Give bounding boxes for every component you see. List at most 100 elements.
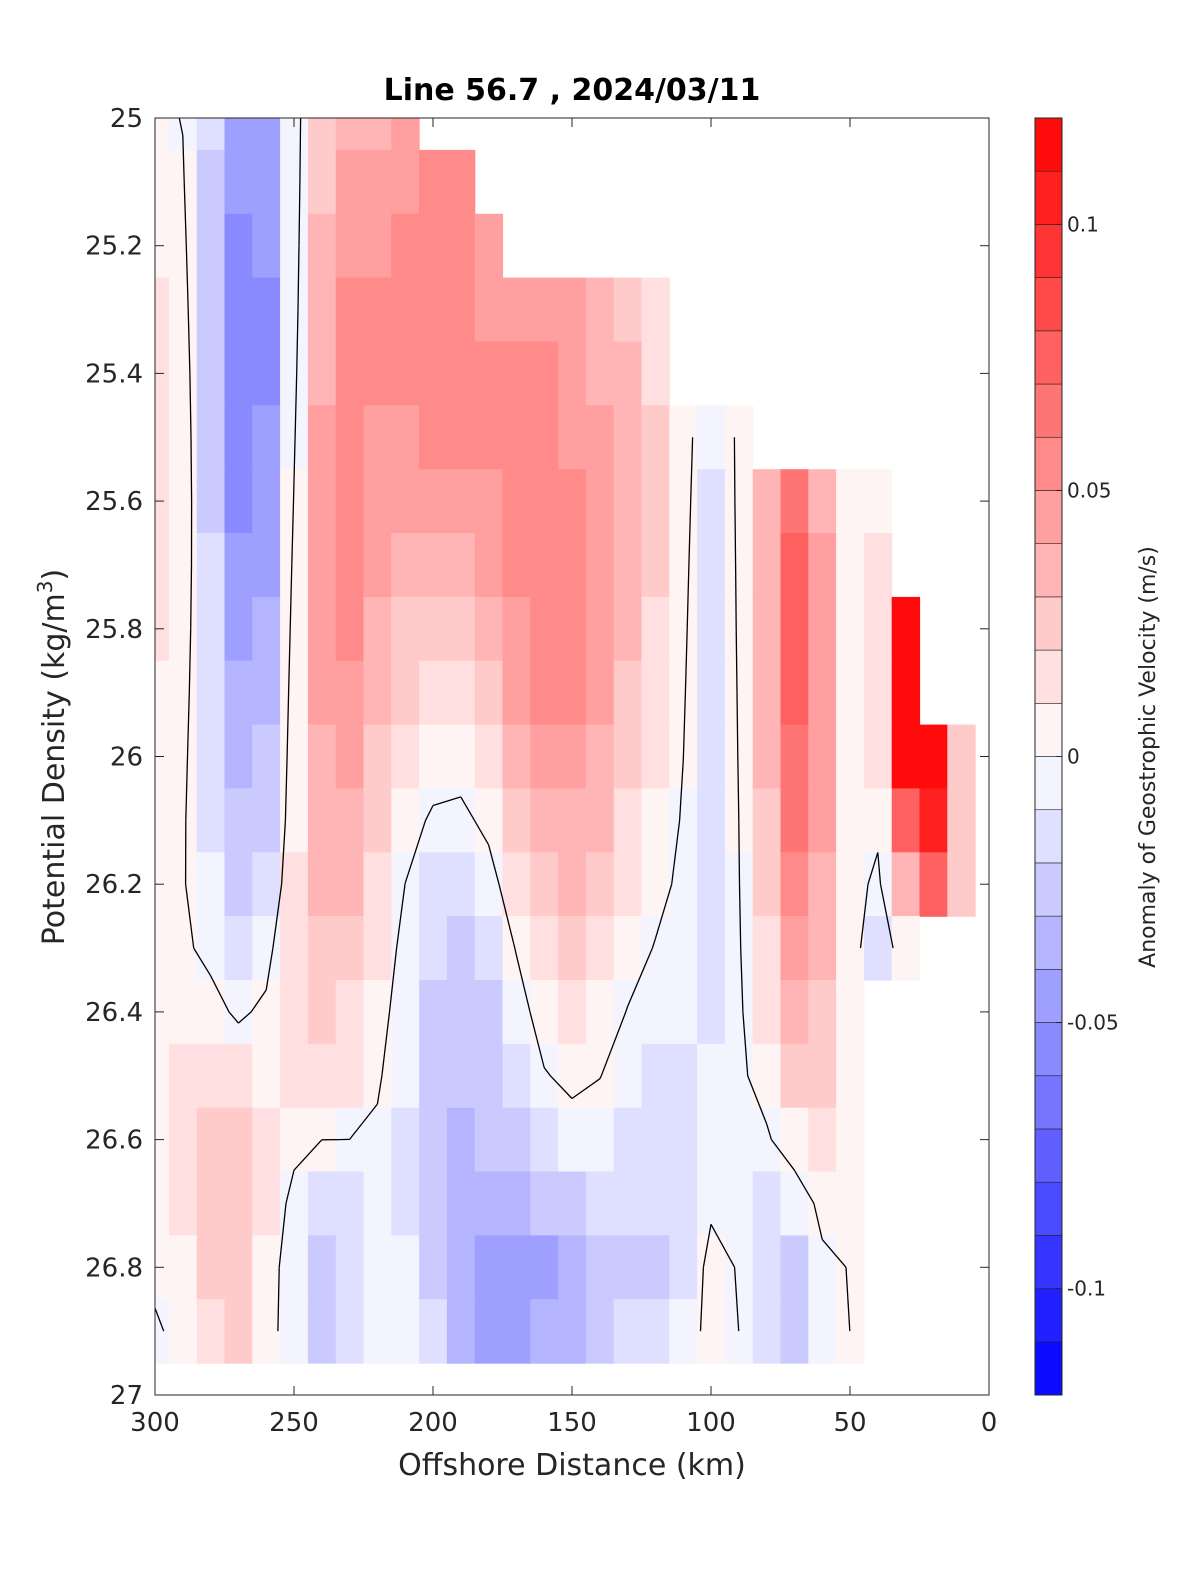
- zero-contour-segment: [740, 948, 744, 1012]
- heatmap-cell: [808, 533, 837, 598]
- heatmap-cell: [474, 341, 504, 406]
- heatmap-cell: [419, 724, 448, 790]
- heatmap-cell: [697, 469, 726, 534]
- heatmap-cell: [155, 660, 170, 726]
- heatmap-cell: [363, 1043, 392, 1109]
- heatmap-cell: [752, 788, 782, 853]
- heatmap-cell: [752, 1171, 782, 1236]
- heatmap-cell: [891, 724, 921, 790]
- heatmap-cell: [155, 533, 170, 598]
- heatmap-cell: [155, 1299, 170, 1364]
- heatmap-cell: [419, 277, 448, 343]
- heatmap-cell: [530, 852, 559, 917]
- heatmap-cell: [363, 1171, 392, 1236]
- heatmap-cell: [446, 1171, 476, 1236]
- heatmap-cell: [307, 852, 337, 917]
- heatmap-cell: [752, 660, 782, 726]
- heatmap-cell: [307, 1043, 337, 1109]
- zero-contour-segment: [388, 948, 398, 1012]
- heatmap-cell: [196, 852, 226, 917]
- zero-contour-segment: [738, 884, 742, 949]
- heatmap-cell: [808, 660, 837, 726]
- heatmap-cell: [641, 980, 670, 1045]
- heatmap-cell: [224, 469, 253, 534]
- heatmap-cell: [641, 852, 670, 917]
- colorbar-tick-label: -0.1: [1067, 1277, 1106, 1301]
- heatmap-cell: [391, 405, 420, 470]
- y-axis: 25 25.2 25.4 25.6 25.8 26 26.2 26.4 26.6 26.8 27: [85, 104, 989, 1411]
- heatmap-cell: [641, 1043, 670, 1109]
- x-tick-label: 150: [547, 1408, 597, 1438]
- heatmap-cell: [252, 980, 281, 1045]
- heatmap-cell: [752, 469, 782, 534]
- heatmap-cell: [585, 1171, 615, 1236]
- heatmap-cell: [863, 533, 893, 598]
- heatmap-cell: [613, 1299, 643, 1364]
- zero-contour-segment: [349, 1103, 378, 1140]
- zero-contour-segment: [737, 756, 740, 821]
- zero-contour-segment: [296, 309, 299, 374]
- heatmap-cell: [196, 1299, 226, 1364]
- colorbar-band: [1034, 224, 1063, 278]
- zero-contour-segment: [813, 1203, 823, 1240]
- heatmap-cell: [669, 405, 698, 470]
- colorbar-band: [1034, 490, 1063, 544]
- heatmap-cell: [168, 277, 198, 343]
- y-tick-label: 26: [110, 743, 143, 773]
- heatmap-cell: [808, 1235, 837, 1300]
- heatmap-cell: [363, 213, 392, 279]
- heatmap-cell: [863, 788, 893, 853]
- heatmap-cell: [446, 533, 476, 598]
- x-axis: 300 250 200 150 100 50 0: [130, 118, 997, 1438]
- heatmap-cell: [363, 1107, 392, 1173]
- heatmap-cell: [613, 405, 643, 470]
- heatmap-cell: [558, 852, 587, 917]
- heatmap-cell: [335, 533, 365, 598]
- heatmap-cell: [613, 596, 643, 662]
- heatmap-cell: [363, 277, 392, 343]
- heatmap-cell: [224, 916, 253, 981]
- heatmap-cell: [224, 405, 253, 470]
- heatmap-cell: [530, 469, 559, 534]
- heatmap-cell: [697, 1043, 726, 1109]
- heatmap-cell: [808, 596, 837, 662]
- heatmap-cell: [335, 660, 365, 726]
- heatmap-cell: [474, 724, 504, 790]
- heatmap-cell: [363, 1299, 392, 1364]
- heatmap-cell: [641, 724, 670, 790]
- heatmap-cell: [558, 1107, 587, 1173]
- heatmap-cell: [530, 1107, 559, 1173]
- heatmap-cell: [780, 788, 809, 853]
- zero-contour-segment: [734, 501, 737, 565]
- heatmap-cell: [641, 277, 670, 343]
- zero-contour-segment: [733, 1267, 740, 1332]
- heatmap-cell: [474, 469, 504, 534]
- heatmap-cell: [446, 149, 476, 215]
- zero-contour-segment: [280, 820, 287, 885]
- heatmap-cell: [724, 980, 754, 1045]
- heatmap-cell: [697, 405, 726, 470]
- heatmap-cell: [391, 980, 420, 1045]
- zero-contour-segment: [688, 501, 692, 565]
- heatmap-cell: [196, 1235, 226, 1300]
- heatmap-cell: [363, 852, 392, 917]
- heatmap-cell: [155, 788, 170, 853]
- colorbar-band: [1034, 543, 1063, 598]
- heatmap-cell: [307, 149, 337, 215]
- y-axis-label-superscript: 3: [33, 580, 57, 593]
- heatmap-cell: [446, 277, 476, 343]
- heatmap-cell: [307, 405, 337, 470]
- heatmap-cell: [419, 341, 448, 406]
- heatmap-cell: [280, 533, 309, 598]
- heatmap-cell: [724, 1107, 754, 1173]
- heatmap-cell: [585, 788, 615, 853]
- colorbar-band: [1034, 117, 1063, 172]
- heatmap-cell: [836, 852, 865, 917]
- heatmap-cell: [613, 277, 643, 343]
- heatmap-cell: [224, 1043, 253, 1109]
- zero-contour-segment: [879, 884, 894, 949]
- zero-contour-segment: [599, 1075, 602, 1080]
- heatmap-cell: [558, 1299, 587, 1364]
- heatmap-cell: [419, 788, 448, 853]
- heatmap-cell: [391, 1299, 420, 1364]
